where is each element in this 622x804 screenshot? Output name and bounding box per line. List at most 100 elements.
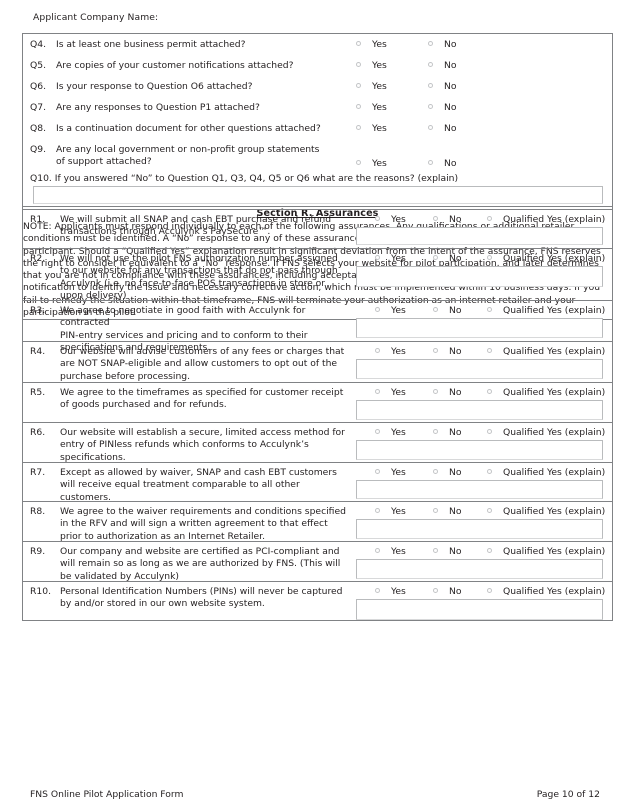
radio-circle-icon[interactable]	[428, 125, 433, 130]
radio-option-yes[interactable]: Yes	[356, 39, 387, 50]
radio-option-qualified-yes[interactable]: Qualified Yes (explain)	[487, 305, 605, 316]
assurance-explanation-input[interactable]	[356, 480, 603, 499]
radio-option-yes[interactable]: Yes	[375, 387, 406, 398]
radio-circle-icon[interactable]	[356, 104, 361, 109]
radio-option-yes[interactable]: Yes	[356, 158, 387, 169]
radio-circle-icon[interactable]	[433, 348, 438, 353]
radio-circle-icon[interactable]	[428, 104, 433, 109]
radio-circle-icon[interactable]	[433, 307, 438, 312]
radio-circle-icon[interactable]	[487, 588, 492, 593]
radio-circle-icon[interactable]	[375, 216, 380, 221]
radio-circle-icon[interactable]	[487, 508, 492, 513]
assurance-explanation-input[interactable]	[356, 559, 603, 579]
radio-option-qualified-yes[interactable]: Qualified Yes (explain)	[487, 467, 605, 478]
radio-option-no[interactable]: No	[428, 123, 457, 134]
radio-circle-icon[interactable]	[487, 348, 492, 353]
assurance-number: R1.	[30, 214, 46, 225]
radio-circle-icon[interactable]	[487, 216, 492, 221]
radio-circle-icon[interactable]	[375, 588, 380, 593]
radio-option-yes[interactable]: Yes	[375, 253, 406, 264]
radio-option-no[interactable]: No	[428, 158, 457, 169]
radio-circle-icon[interactable]	[433, 508, 438, 513]
assurance-explanation-input[interactable]	[356, 440, 603, 460]
radio-option-yes[interactable]: Yes	[375, 546, 406, 557]
radio-circle-icon[interactable]	[428, 83, 433, 88]
radio-option-qualified-yes[interactable]: Qualified Yes (explain)	[487, 346, 605, 357]
radio-circle-icon[interactable]	[487, 255, 492, 260]
assurance-explanation-input[interactable]	[356, 227, 603, 245]
radio-option-qualified-yes[interactable]: Qualified Yes (explain)	[487, 427, 605, 438]
radio-circle-icon[interactable]	[356, 160, 361, 165]
radio-circle-icon[interactable]	[487, 548, 492, 553]
radio-option-yes[interactable]: Yes	[375, 214, 406, 225]
radio-option-qualified-yes[interactable]: Qualified Yes (explain)	[487, 586, 605, 597]
radio-circle-icon[interactable]	[375, 255, 380, 260]
radio-circle-icon[interactable]	[433, 548, 438, 553]
radio-circle-icon[interactable]	[375, 389, 380, 394]
radio-option-no[interactable]: No	[428, 81, 457, 92]
radio-option-no[interactable]: No	[428, 102, 457, 113]
radio-circle-icon[interactable]	[487, 307, 492, 312]
assurance-options: Yes No Qualified Yes (explain)	[23, 467, 612, 479]
radio-option-label: Yes	[391, 305, 406, 316]
radio-circle-icon[interactable]	[433, 389, 438, 394]
radio-circle-icon[interactable]	[356, 62, 361, 67]
radio-circle-icon[interactable]	[433, 429, 438, 434]
radio-circle-icon[interactable]	[375, 469, 380, 474]
assurance-explanation-input[interactable]	[356, 519, 603, 539]
radio-circle-icon[interactable]	[487, 429, 492, 434]
assurance-explanation-input[interactable]	[356, 318, 603, 338]
radio-option-no[interactable]: No	[433, 346, 462, 357]
assurance-explanation-input[interactable]	[356, 359, 603, 379]
radio-option-no[interactable]: No	[428, 39, 457, 50]
radio-option-no[interactable]: No	[428, 60, 457, 71]
radio-option-no[interactable]: No	[433, 467, 462, 478]
radio-circle-icon[interactable]	[356, 125, 361, 130]
radio-circle-icon[interactable]	[487, 389, 492, 394]
radio-circle-icon[interactable]	[433, 469, 438, 474]
radio-option-no[interactable]: No	[433, 427, 462, 438]
assurance-explanation-input[interactable]	[356, 266, 603, 287]
radio-option-no[interactable]: No	[433, 506, 462, 517]
radio-option-yes[interactable]: Yes	[356, 81, 387, 92]
question-q10-answer-input[interactable]	[33, 186, 603, 204]
radio-option-yes[interactable]: Yes	[356, 123, 387, 134]
radio-option-no[interactable]: No	[433, 253, 462, 264]
radio-circle-icon[interactable]	[375, 548, 380, 553]
radio-circle-icon[interactable]	[428, 160, 433, 165]
radio-circle-icon[interactable]	[375, 348, 380, 353]
radio-option-yes[interactable]: Yes	[356, 102, 387, 113]
radio-option-no[interactable]: No	[433, 586, 462, 597]
radio-circle-icon[interactable]	[375, 508, 380, 513]
radio-circle-icon[interactable]	[356, 83, 361, 88]
radio-option-yes[interactable]: Yes	[375, 305, 406, 316]
radio-option-no[interactable]: No	[433, 546, 462, 557]
radio-circle-icon[interactable]	[356, 41, 361, 46]
radio-option-no[interactable]: No	[433, 214, 462, 225]
radio-circle-icon[interactable]	[375, 429, 380, 434]
radio-option-no[interactable]: No	[433, 387, 462, 398]
radio-circle-icon[interactable]	[428, 62, 433, 67]
radio-option-no[interactable]: No	[433, 305, 462, 316]
radio-option-label: Qualified Yes (explain)	[503, 427, 606, 438]
assurance-explanation-input[interactable]	[356, 599, 603, 620]
radio-circle-icon[interactable]	[433, 216, 438, 221]
radio-option-yes[interactable]: Yes	[375, 346, 406, 357]
radio-option-qualified-yes[interactable]: Qualified Yes (explain)	[487, 214, 605, 225]
radio-option-yes[interactable]: Yes	[375, 506, 406, 517]
radio-circle-icon[interactable]	[487, 469, 492, 474]
radio-option-yes[interactable]: Yes	[375, 427, 406, 438]
radio-circle-icon[interactable]	[375, 307, 380, 312]
radio-option-label: Yes	[391, 214, 406, 225]
radio-option-qualified-yes[interactable]: Qualified Yes (explain)	[487, 546, 605, 557]
radio-option-yes[interactable]: Yes	[375, 467, 406, 478]
radio-option-qualified-yes[interactable]: Qualified Yes (explain)	[487, 253, 605, 264]
radio-option-yes[interactable]: Yes	[356, 60, 387, 71]
radio-option-qualified-yes[interactable]: Qualified Yes (explain)	[487, 506, 605, 517]
assurance-explanation-input[interactable]	[356, 400, 603, 420]
radio-circle-icon[interactable]	[428, 41, 433, 46]
radio-circle-icon[interactable]	[433, 588, 438, 593]
radio-circle-icon[interactable]	[433, 255, 438, 260]
radio-option-yes[interactable]: Yes	[375, 586, 406, 597]
radio-option-qualified-yes[interactable]: Qualified Yes (explain)	[487, 387, 605, 398]
